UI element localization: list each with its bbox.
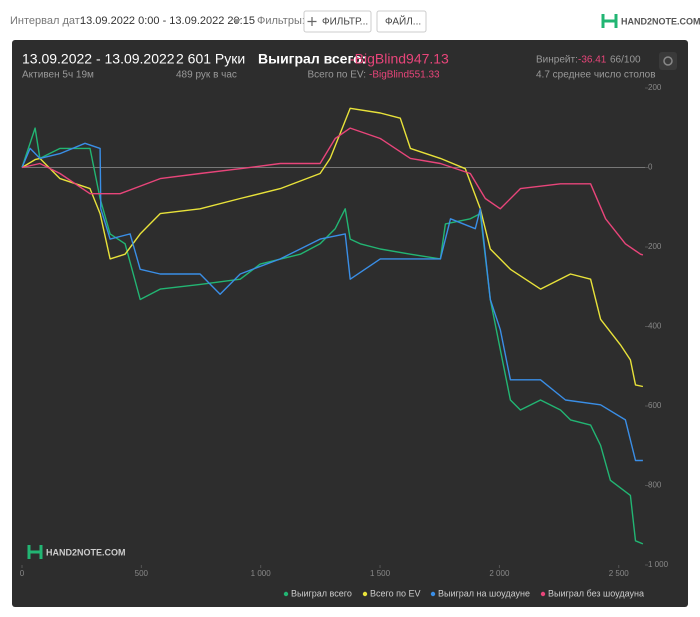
hands-per-hour: 489 рук в час <box>176 70 237 81</box>
period: 13.09.2022 - 13.09.2022 <box>22 51 175 67</box>
plot: 200 0 200 400 600 800 1 000 0 500 1 000 1 500 2 000… <box>20 83 669 598</box>
logo-text: HAND2NOTE.COM <box>621 16 700 26</box>
plus-icon <box>307 17 317 26</box>
x-tick-label: 1 000 <box>251 569 272 578</box>
series-line <box>21 142 643 462</box>
settings-button[interactable] <box>659 52 677 70</box>
ev-label: Всего по EV: <box>307 70 366 81</box>
filter-button-text[interactable]: ФИЛЬТР... <box>322 17 368 28</box>
hands: 2 601 Руки <box>176 51 245 67</box>
y-tick-label: 600 <box>648 401 662 410</box>
chart-panel <box>12 40 688 607</box>
ev-value: -BigBlind551.33 <box>369 70 440 81</box>
legend-dot <box>430 591 436 597</box>
y-tick-label: 0 <box>648 163 653 172</box>
y-tick-label: 200 <box>648 83 662 92</box>
dropdown-arrow[interactable] <box>233 19 241 24</box>
date-label: Интервал дат: <box>10 15 83 27</box>
winrate-unit: 66/100 <box>610 55 641 66</box>
filters-label: Фильтры: <box>257 15 305 27</box>
winrate-label: Винрейт: <box>536 55 578 66</box>
won-value: -BigBlind947.13 <box>350 51 449 67</box>
legend-dot <box>540 591 546 597</box>
x-tick-label: 500 <box>135 569 149 578</box>
legend-dot <box>362 591 368 597</box>
file-button-text[interactable]: ФАЙЛ... <box>385 15 421 28</box>
series-line <box>21 127 644 545</box>
tables: 4.7 среднее число столов <box>536 70 656 81</box>
watermark-icon <box>27 545 43 559</box>
x-tick-label: 2 500 <box>609 569 630 578</box>
series-line <box>21 127 644 256</box>
file-button[interactable] <box>376 10 427 33</box>
y-tick-label: 200 <box>648 242 662 251</box>
gear-icon[interactable] <box>663 56 673 66</box>
y-tick-label: 800 <box>648 481 662 490</box>
legend-label: Выиграл на шоудауне <box>438 588 530 598</box>
y-tick-label: 400 <box>648 322 662 331</box>
legend-label: Выиграл без шоудауна <box>548 588 644 598</box>
legend-label: Всего по EV <box>370 588 420 598</box>
y-tick-label: 1 000 <box>648 560 669 569</box>
x-tick-label: 2 000 <box>489 569 510 578</box>
date-range[interactable]: 13.09.2022 0:00 - 13.09.2022 20:15 <box>80 15 255 27</box>
filter-button[interactable] <box>303 10 372 33</box>
legend-dot <box>283 591 289 597</box>
active-time: Активен 5ч 19м <box>22 70 94 81</box>
x-tick-label: 0 <box>20 569 25 578</box>
won-label: Выиграл всего: <box>258 51 366 67</box>
legend-label: Выиграл всего <box>291 588 352 598</box>
logo-icon <box>601 14 618 28</box>
watermark: HAND2NOTE.COM <box>46 547 126 557</box>
x-tick-label: 1 500 <box>370 569 391 578</box>
winrate-value: -36.41 <box>578 55 607 66</box>
series-line <box>21 107 644 388</box>
